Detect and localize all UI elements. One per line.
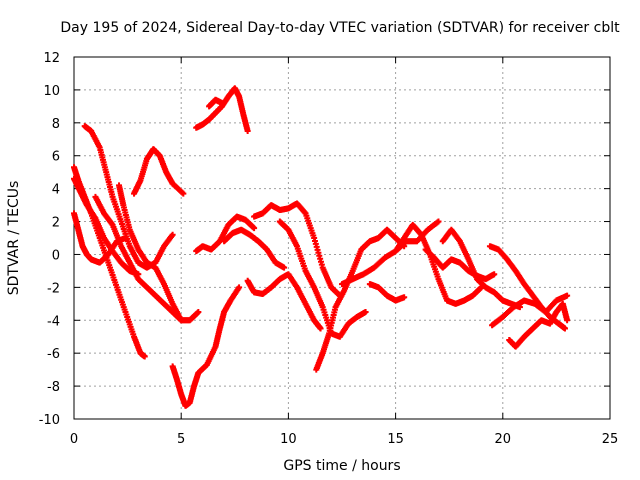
x-tick-label: 15: [387, 432, 404, 447]
series-arc13: [251, 200, 343, 299]
data-point: [169, 231, 176, 238]
plot-frame: [73, 56, 611, 420]
data-point: [218, 100, 225, 107]
series-arc9: [193, 85, 251, 135]
axis-ticks: 0 5 10 15 20 25 -10 -8 -6 -4 -2 0 2 4 6 8 10 12: [39, 51, 619, 447]
data-point: [244, 128, 251, 135]
y-tick-label: 8: [52, 117, 60, 132]
series-arc19: [392, 221, 485, 307]
y-tick-label: 10: [43, 84, 60, 99]
series-arc4: [81, 123, 176, 271]
y-tick-label: 2: [52, 216, 60, 231]
data-point: [317, 325, 324, 332]
data-point: [401, 294, 408, 301]
series-arc24: [506, 300, 571, 350]
data-point: [564, 317, 571, 324]
x-tick-label: 10: [280, 432, 297, 447]
y-tick-label: 6: [52, 150, 60, 165]
x-tick-label: 25: [602, 432, 619, 447]
series-arc7: [92, 193, 185, 324]
data-series: [71, 85, 571, 409]
x-axis-label: GPS time / hours: [283, 458, 400, 474]
x-tick-label: 5: [177, 432, 185, 447]
data-point: [251, 225, 258, 232]
data-point: [564, 292, 571, 299]
data-point: [195, 309, 202, 316]
y-tick-label: -8: [47, 380, 60, 395]
data-point: [362, 309, 369, 316]
y-tick-label: -2: [47, 281, 60, 296]
data-point: [435, 218, 442, 225]
x-tick-label: 20: [495, 432, 512, 447]
data-point: [141, 353, 148, 360]
y-tick-label: 4: [52, 183, 60, 198]
y-tick-label: 12: [43, 51, 60, 66]
data-point: [561, 325, 568, 332]
series-arc8: [169, 284, 243, 409]
series-arc6: [131, 146, 187, 197]
y-axis-label: SDTVAR / TECUs: [6, 181, 22, 296]
grid: [74, 57, 610, 419]
y-tick-label: -10: [39, 413, 60, 428]
y-tick-label: -4: [47, 314, 60, 329]
series-arc21: [439, 226, 523, 311]
data-point: [236, 284, 243, 291]
y-tick-label: 0: [52, 248, 60, 263]
x-tick-label: 0: [70, 432, 78, 447]
series-arc18: [366, 281, 408, 304]
series-arc12: [221, 226, 288, 271]
data-point: [281, 264, 288, 271]
data-point: [491, 271, 498, 278]
series-arc10: [206, 96, 225, 110]
data-point: [180, 190, 187, 197]
y-tick-label: -6: [47, 347, 60, 362]
series-arc11: [193, 213, 258, 255]
chart-title: Day 195 of 2024, Sidereal Day-to-day VTE…: [60, 20, 620, 36]
series-arc23: [489, 292, 571, 329]
series-arc14: [244, 271, 324, 332]
data-point: [178, 317, 185, 324]
